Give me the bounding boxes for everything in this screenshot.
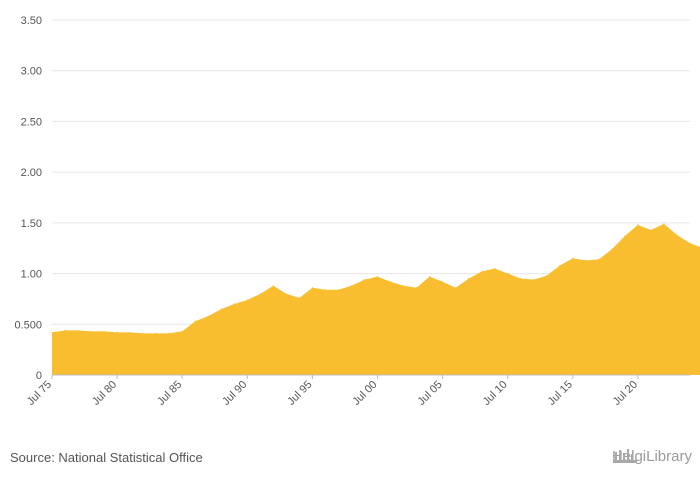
- data-point: [324, 289, 327, 291]
- data-point: [624, 235, 626, 237]
- x-tick-label: Jul 90: [220, 379, 249, 408]
- x-tick-label: Jul 95: [285, 379, 314, 408]
- data-point: [116, 331, 118, 333]
- brand-logo[interactable]: HelgiLibrary: [612, 448, 692, 465]
- data-point: [572, 257, 574, 259]
- data-point: [363, 279, 366, 281]
- x-tick-label: Jul 00: [350, 379, 379, 408]
- data-point: [77, 329, 79, 331]
- data-point: [585, 259, 587, 261]
- data-point: [207, 315, 209, 317]
- y-tick-label: 0: [36, 370, 42, 382]
- data-point: [637, 224, 639, 226]
- data-point: [155, 332, 157, 335]
- x-tick-label: Jul 15: [546, 379, 575, 408]
- data-point: [676, 234, 678, 236]
- x-tick-label: Jul 10: [481, 379, 510, 408]
- x-tick-label: Jul 20: [611, 379, 640, 408]
- data-point: [298, 297, 300, 299]
- area-series: [52, 223, 700, 375]
- y-tick-label: 0.500: [14, 319, 42, 331]
- data-point: [428, 276, 431, 278]
- data-point: [168, 332, 170, 335]
- data-point: [272, 285, 274, 287]
- data-point: [90, 330, 92, 332]
- data-point: [64, 329, 66, 331]
- x-tick-label: Jul 80: [90, 379, 119, 408]
- data-point: [442, 281, 444, 283]
- y-tick-label: 1.00: [21, 269, 42, 281]
- y-tick-label: 2.50: [21, 116, 42, 128]
- data-point: [611, 248, 613, 250]
- data-point: [311, 287, 314, 289]
- data-point: [546, 275, 548, 277]
- data-point: [285, 293, 287, 295]
- data-point: [246, 299, 248, 301]
- data-point: [259, 293, 261, 295]
- data-point: [103, 330, 105, 332]
- data-point: [533, 279, 535, 281]
- y-tick-label: 3.50: [21, 15, 42, 27]
- data-point: [220, 308, 222, 310]
- y-tick-label: 3.00: [21, 66, 42, 78]
- data-point: [689, 242, 691, 244]
- data-point: [507, 272, 509, 275]
- x-tick-label: Jul 75: [25, 379, 54, 408]
- data-point: [494, 267, 496, 270]
- data-point: [650, 229, 652, 231]
- data-point: [142, 332, 144, 335]
- data-point: [181, 330, 183, 332]
- x-tick-label: Jul 85: [155, 379, 184, 408]
- data-point: [468, 278, 470, 280]
- data-point: [376, 276, 379, 278]
- data-point: [51, 331, 53, 333]
- y-tick-label: 2.00: [21, 167, 42, 179]
- data-point: [598, 258, 600, 260]
- y-tick-label: 1.50: [21, 218, 42, 230]
- data-point: [129, 331, 131, 333]
- data-point: [233, 303, 235, 305]
- x-tick-label: Jul 05: [415, 379, 444, 408]
- data-point: [455, 287, 457, 289]
- library-logo-icon: [612, 449, 637, 463]
- data-point: [559, 264, 561, 267]
- source-note: Source: National Statistical Office: [10, 450, 203, 465]
- data-point: [663, 223, 665, 225]
- data-point: [402, 285, 405, 287]
- data-point: [389, 281, 392, 283]
- data-point: [481, 270, 483, 273]
- data-point: [350, 285, 353, 287]
- data-point: [337, 289, 340, 291]
- data-point: [520, 278, 522, 280]
- data-point: [415, 287, 418, 289]
- data-point: [194, 320, 196, 322]
- area-chart: 0 0.500 1.00 1.50 2.00 2.50 3.00 3.50 Jul 75 Jul …: [14, 15, 700, 408]
